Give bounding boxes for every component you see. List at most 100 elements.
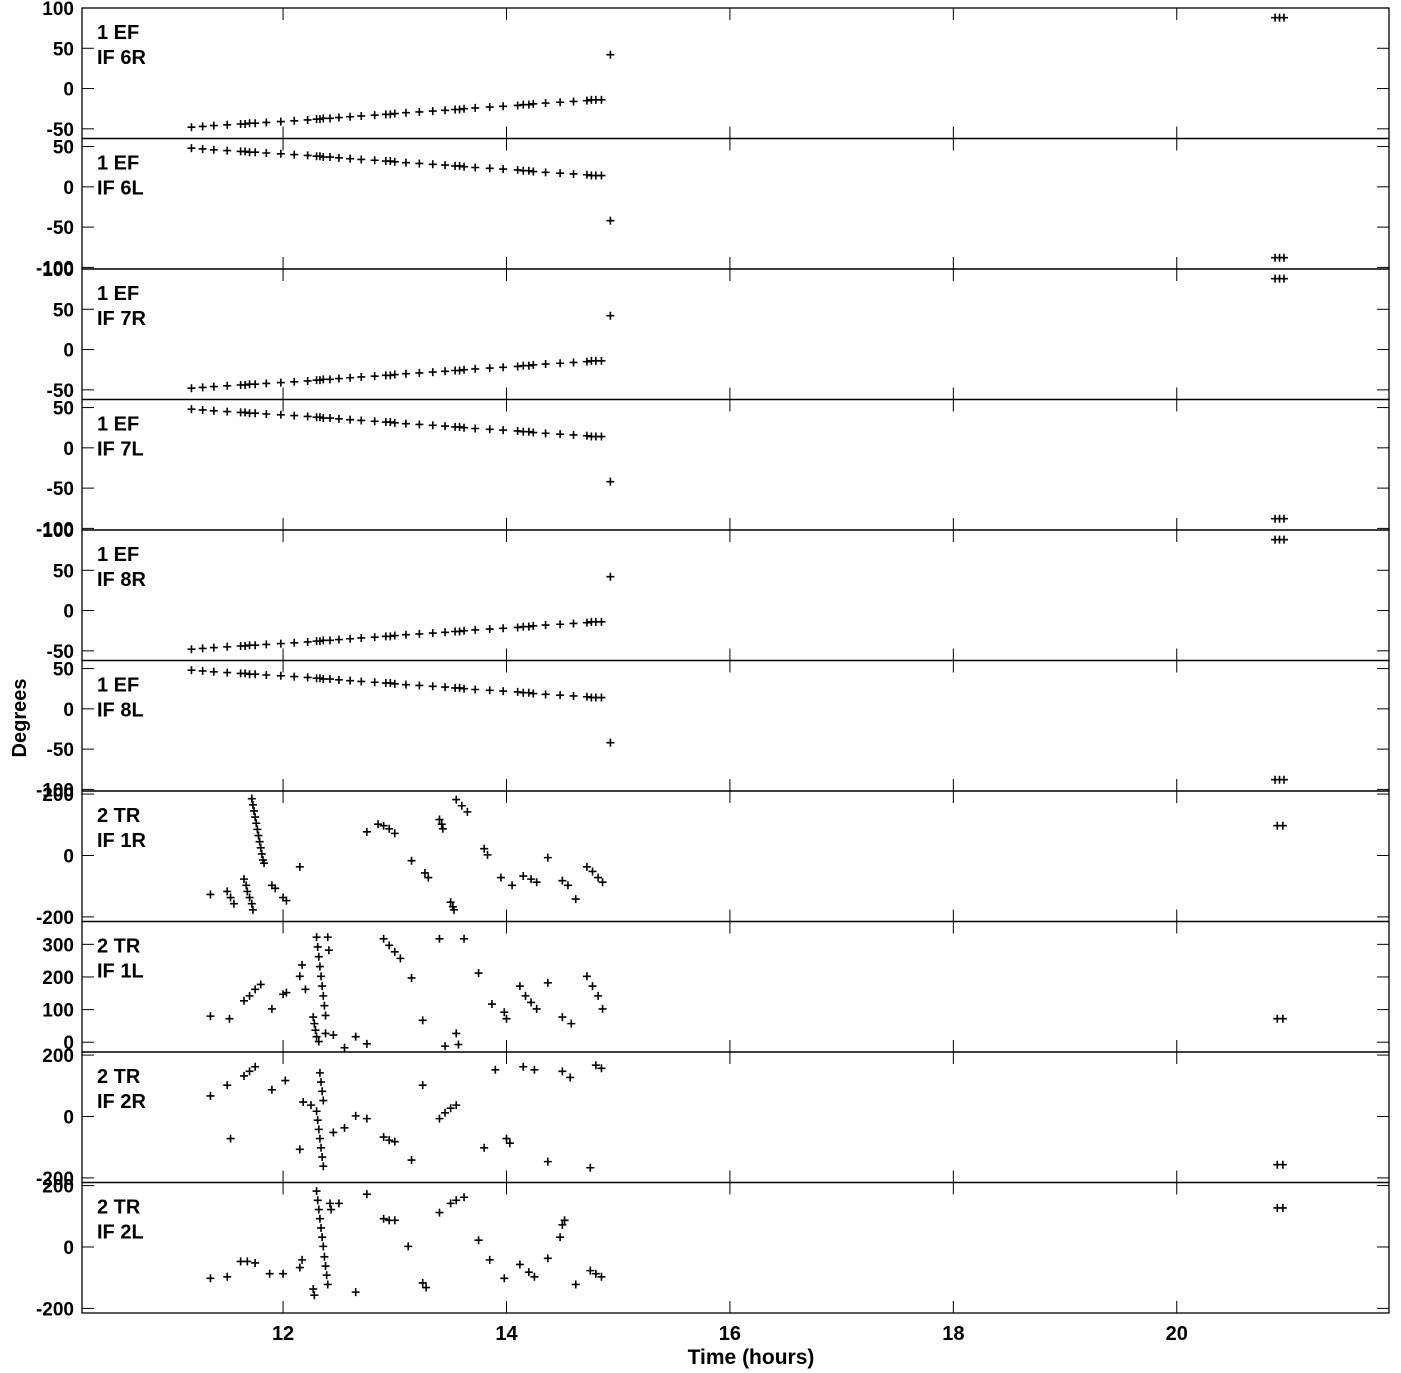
data-point	[334, 635, 343, 644]
data-point	[401, 630, 410, 639]
data-point	[437, 820, 446, 829]
data-point	[532, 878, 541, 887]
data-point	[241, 120, 250, 128]
data-point	[319, 675, 328, 684]
data-point	[324, 946, 333, 955]
data-point	[223, 887, 232, 896]
data-point	[543, 1157, 552, 1166]
data-point	[415, 629, 424, 638]
data-point	[460, 626, 469, 635]
data-point	[357, 677, 366, 686]
panels-group: -50 0 50 100 1 EF IF 6R -100 -50 0 50 1 EF IF 6L -50…	[36, 0, 1390, 1345]
data-point	[310, 1019, 319, 1028]
data-point	[455, 422, 464, 431]
data-point	[362, 1190, 371, 1199]
data-point	[407, 973, 416, 982]
data-point	[187, 666, 196, 675]
data-point	[480, 1143, 489, 1152]
data-point	[370, 372, 379, 381]
data-point	[303, 115, 312, 124]
data-point	[563, 881, 572, 890]
data-point	[418, 1016, 427, 1025]
data-point	[290, 638, 299, 647]
data-point	[390, 109, 399, 118]
data-point	[541, 360, 550, 369]
data-point	[346, 415, 355, 424]
data-point	[446, 1199, 455, 1208]
data-point	[206, 1012, 215, 1021]
panel-3: -50 0 50 100 1 EF IF 7R	[42, 260, 1390, 402]
data-point	[241, 381, 250, 389]
data-point	[502, 1014, 511, 1023]
data-point	[254, 831, 263, 840]
data-point	[290, 411, 299, 420]
data-point	[500, 1274, 509, 1283]
y-tick-label: -50	[47, 120, 74, 141]
data-point	[315, 962, 324, 971]
data-point	[198, 405, 207, 414]
y-tick-label: 100	[42, 521, 74, 542]
data-point	[569, 619, 578, 628]
data-point	[276, 378, 285, 387]
y-axis-label: Degrees	[9, 679, 31, 758]
y-tick-label: 300	[42, 935, 74, 956]
data-point	[379, 1133, 388, 1142]
data-point	[435, 815, 444, 824]
data-point	[435, 1114, 444, 1123]
data-point	[418, 1278, 427, 1287]
data-point	[386, 157, 395, 166]
data-point	[401, 108, 410, 117]
data-point	[314, 952, 323, 961]
data-point	[586, 1266, 595, 1275]
data-point	[594, 991, 603, 1000]
data-point	[319, 636, 328, 645]
y-tick-label: -200	[36, 1169, 74, 1190]
data-point	[241, 147, 250, 156]
data-point	[452, 1029, 461, 1038]
data-point	[390, 1137, 399, 1146]
data-point	[582, 692, 591, 701]
data-point	[295, 972, 304, 981]
data-point	[346, 676, 355, 685]
data-point	[351, 1288, 360, 1297]
data-point	[187, 645, 196, 654]
y-tick-label: 50	[53, 138, 74, 159]
data-point	[312, 1187, 321, 1196]
data-point	[530, 1272, 539, 1281]
data-point	[198, 383, 207, 392]
data-point	[386, 371, 395, 380]
data-point	[346, 634, 355, 643]
data-point	[407, 1156, 416, 1165]
data-point	[582, 357, 591, 366]
data-point	[247, 899, 256, 908]
data-point	[606, 311, 615, 320]
data-point	[226, 1134, 235, 1143]
data-point	[471, 103, 480, 112]
data-point	[485, 686, 494, 695]
data-point	[541, 168, 550, 177]
data-point	[245, 893, 254, 902]
data-point	[435, 934, 444, 943]
data-point	[586, 1163, 595, 1172]
panel-5: -50 0 50 100 1 EF IF 8R	[42, 521, 1390, 663]
data-point	[532, 1004, 541, 1013]
data-point	[310, 1291, 319, 1300]
data-point	[295, 1145, 304, 1154]
panel-if-label: IF 1R	[97, 830, 146, 852]
data-point	[582, 170, 591, 179]
data-point	[319, 414, 328, 423]
data-point	[374, 820, 383, 829]
data-point	[606, 50, 615, 59]
data-point	[385, 824, 394, 833]
data-point	[485, 364, 494, 373]
data-point	[251, 641, 260, 650]
data-point	[187, 144, 196, 153]
data-point	[446, 1104, 455, 1113]
data-point	[582, 96, 591, 105]
data-point	[325, 675, 334, 684]
data-point	[491, 1065, 500, 1074]
data-point	[524, 1268, 533, 1277]
data-point	[334, 675, 343, 684]
data-point	[606, 738, 615, 747]
